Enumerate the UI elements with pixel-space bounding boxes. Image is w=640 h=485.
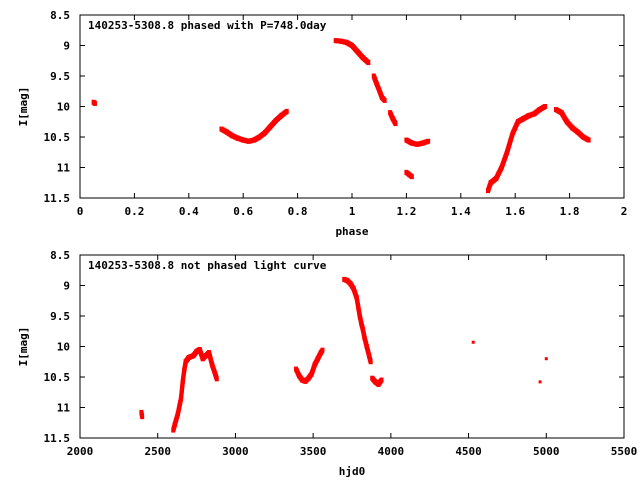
panel-1-xtick-label: 1.6 (505, 205, 525, 218)
panel-1-y-axis-label: I[mag] (17, 87, 30, 127)
panel-1-xtick-label: 0.6 (233, 205, 253, 218)
panel-1-data-point (543, 104, 548, 109)
panel-2-ytick-label: 11 (57, 402, 71, 415)
panel-1-ytick-label: 9 (63, 40, 70, 53)
panel-1-xtick-label: 1.2 (396, 205, 416, 218)
panel-2-data-point (471, 340, 475, 344)
panel-1-xtick-label: 1.8 (560, 205, 580, 218)
panel-1-ytick-label: 9.5 (50, 70, 70, 83)
panel-2-title: 140253-5308.8 not phased light curve (88, 259, 327, 272)
panel-1-xtick-label: 1.4 (451, 205, 471, 218)
panel-1-data-point (426, 138, 431, 144)
panel-1-ytick-label: 10.5 (44, 131, 71, 144)
panel-2-ytick-label: 10 (57, 341, 70, 354)
panel-1-data-point (409, 174, 414, 180)
panel-2-xtick-label: 2000 (67, 445, 94, 458)
panel-2-data-point (140, 414, 145, 420)
panel-1-ytick-label: 8.5 (50, 9, 70, 22)
panel-1-data-point (284, 108, 289, 114)
panel-1-data-point (393, 121, 398, 127)
panel-2-data-point (544, 357, 548, 361)
panel-1-xtick-label: 2 (621, 205, 628, 218)
panel-1-title: 140253-5308.8 phased with P=748.0day (88, 19, 327, 32)
panel-2-x-axis-label: hjd0 (339, 465, 366, 478)
panel-2-ytick-label: 8.5 (50, 249, 70, 262)
panel-2-data-point (538, 380, 542, 384)
panel-2-y-axis-label: I[mag] (17, 327, 30, 367)
panel-1-ytick-label: 10 (57, 101, 70, 114)
panel-2-xtick-label: 4000 (378, 445, 405, 458)
panel-1-data-point (92, 100, 97, 106)
panel-1-data-point (382, 97, 387, 103)
panel-2-xtick-label: 4500 (455, 445, 482, 458)
panel-2-ytick-label: 10.5 (44, 371, 71, 384)
panel-2-xtick-label: 5500 (611, 445, 638, 458)
panel-1-ytick-label: 11.5 (44, 192, 71, 205)
panel-2-data-point (368, 359, 373, 365)
panel-2-ytick-label: 9.5 (50, 310, 70, 323)
panel-1-data-point (366, 60, 371, 66)
panel-1-xtick-label: 0.4 (179, 205, 199, 218)
panel-1-xtick-label: 0 (77, 205, 84, 218)
panel-2-data-point (379, 377, 384, 383)
panel-1-data-point (586, 137, 591, 143)
panel-1-xtick-label: 0.2 (124, 205, 144, 218)
panel-2-xtick-label: 2500 (144, 445, 171, 458)
panel-2-ytick-label: 11.5 (44, 432, 71, 445)
panel-2-data-point (320, 347, 325, 353)
panel-2-xtick-label: 3000 (222, 445, 249, 458)
panel-1-xtick-label: 1 (349, 205, 356, 218)
panel-1-ytick-label: 11 (57, 162, 71, 175)
panel-1-x-axis-label: phase (335, 225, 368, 238)
panel-2-ytick-label: 9 (63, 280, 70, 293)
panel-2-xtick-label: 3500 (300, 445, 327, 458)
panel-2-xtick-label: 5000 (533, 445, 560, 458)
panel-2-data-point (214, 376, 219, 382)
panel-1-xtick-label: 0.8 (288, 205, 308, 218)
